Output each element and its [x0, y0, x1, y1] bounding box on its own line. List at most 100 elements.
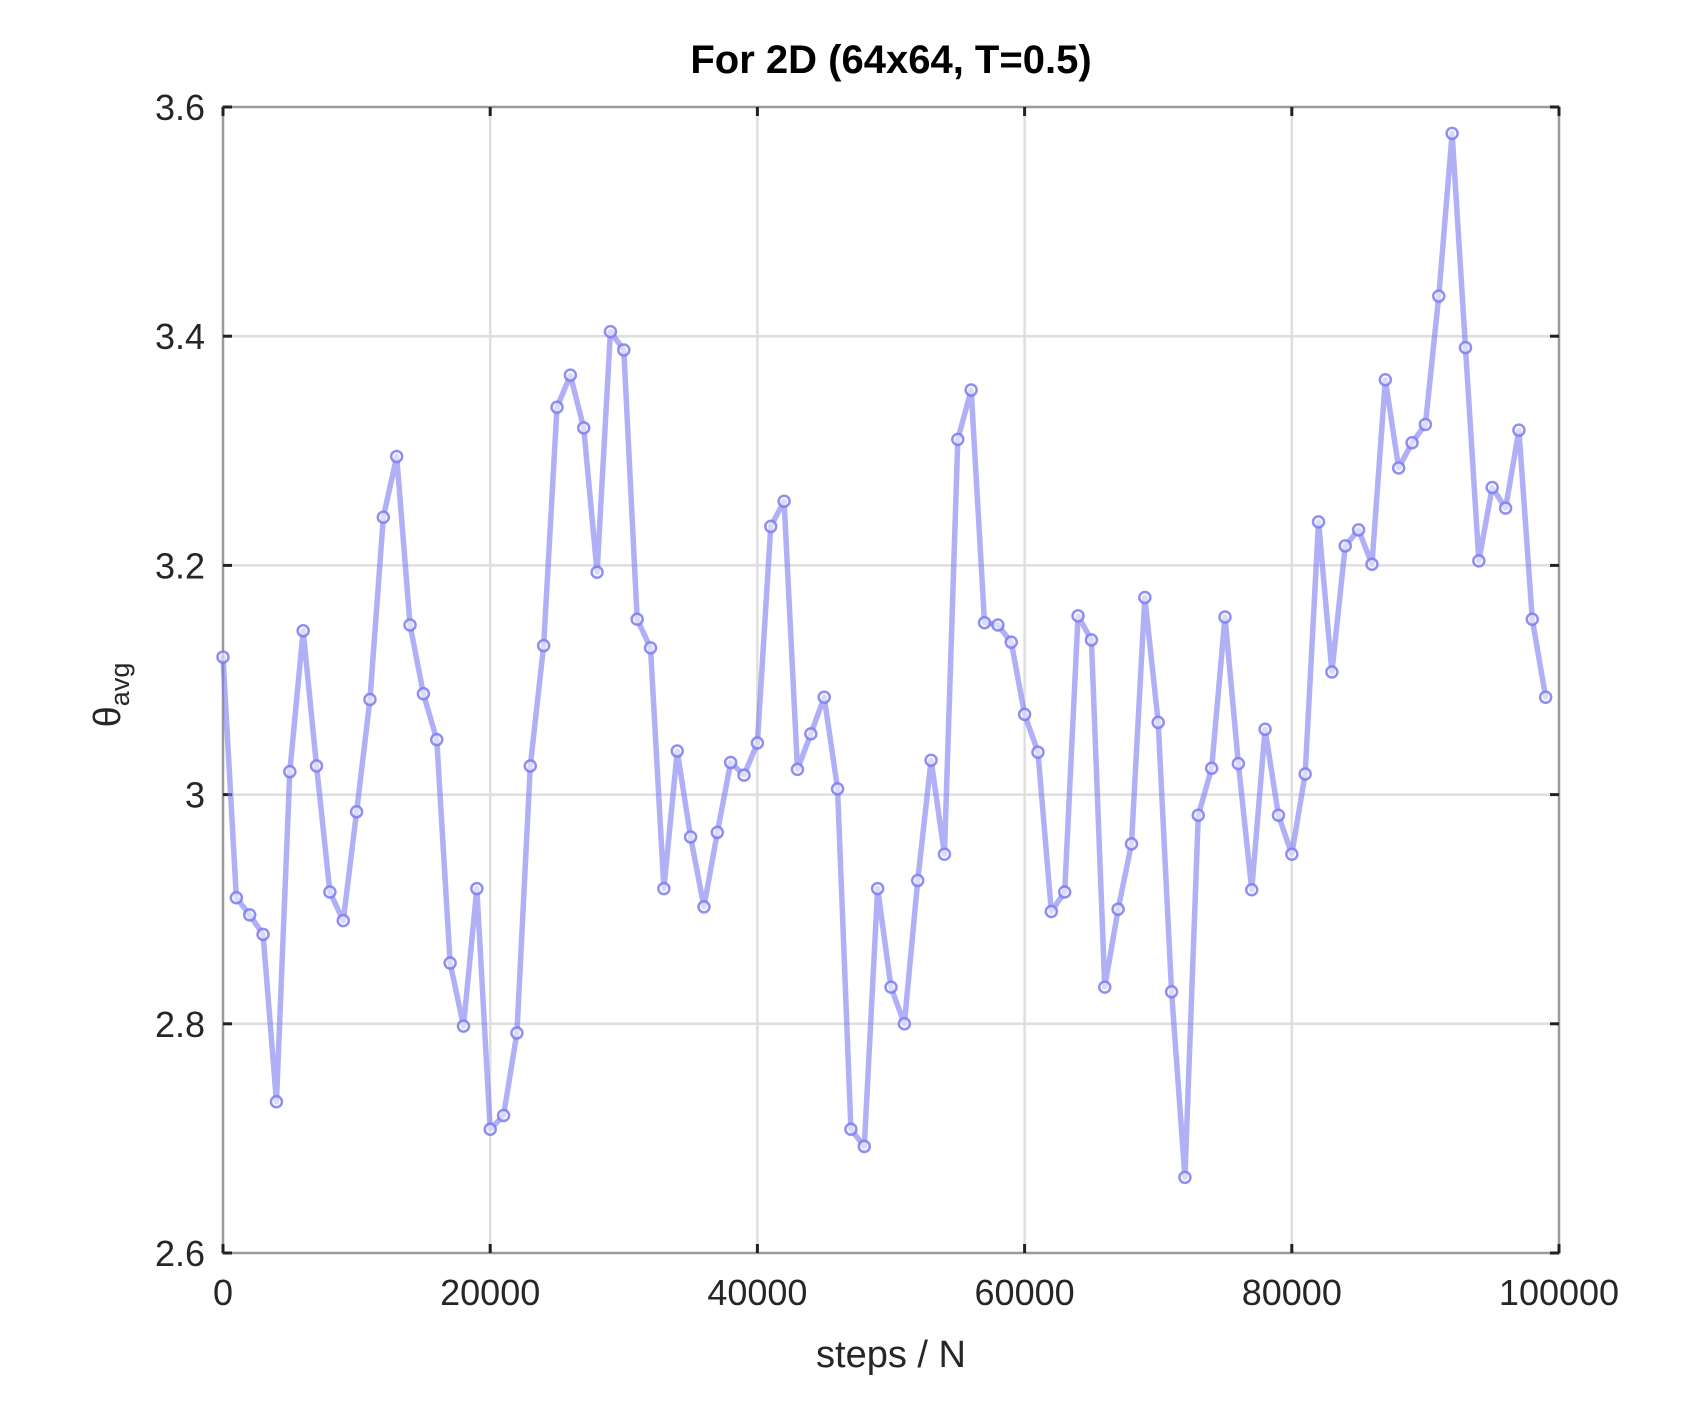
data-point: [1258, 722, 1272, 737]
data-point: [1538, 690, 1553, 704]
data-point: [790, 762, 805, 777]
data-point: [403, 618, 417, 632]
data-point: [283, 764, 297, 779]
data-point: [1512, 423, 1526, 437]
data-point: [910, 873, 925, 888]
data-point: [242, 908, 257, 922]
x-tick-label: 40000: [707, 1272, 807, 1313]
data-point: [937, 847, 952, 861]
data-point: [1378, 372, 1393, 387]
y-tick-labels: 2.6 2.8 3 3.2 3.4 3.6: [155, 87, 205, 1274]
data-point: [1218, 610, 1232, 624]
y-axis-label-subscript: avg: [105, 663, 135, 707]
y-tick-label: 3.4: [155, 316, 205, 357]
x-tick-label: 60000: [975, 1272, 1075, 1313]
data-point: [1351, 523, 1366, 537]
data-point: [857, 1139, 872, 1154]
chart-title: For 2D (64x64, T=0.5): [690, 38, 1091, 82]
x-tick-label: 0: [213, 1272, 233, 1313]
data-point: [1098, 980, 1112, 994]
data-point: [1084, 633, 1099, 647]
data-point: [1365, 557, 1379, 572]
data-point: [1271, 808, 1286, 822]
y-axis-label-base: θ: [87, 706, 129, 727]
data-point: [844, 1122, 858, 1136]
data-point: [1405, 436, 1419, 450]
data-point: [1151, 715, 1165, 730]
data-point: [1458, 340, 1473, 355]
data-point: [1525, 612, 1540, 627]
data-point: [269, 1094, 284, 1109]
data-point: [777, 494, 791, 508]
data-point: [456, 1019, 471, 1033]
data-point: [884, 980, 898, 994]
data-point: [1204, 761, 1219, 775]
data-point: [977, 615, 992, 630]
x-tick-label: 80000: [1242, 1272, 1342, 1313]
data-point: [336, 913, 350, 928]
data-point: [991, 618, 1005, 632]
data-point: [897, 1017, 912, 1031]
y-tick-label: 2.8: [155, 1004, 205, 1045]
data-point: [590, 565, 604, 580]
data-point: [643, 641, 658, 655]
data-point: [389, 449, 404, 464]
data-point: [430, 732, 444, 747]
x-tick-label: 100000: [1499, 1272, 1619, 1313]
data-point: [296, 623, 310, 638]
series-line: [220, 130, 1549, 1181]
data-point: [376, 510, 391, 525]
data-point: [323, 885, 337, 899]
data-point: [1285, 847, 1299, 861]
y-tick-label: 3.6: [155, 87, 205, 128]
data-point: [416, 687, 431, 701]
data-point: [630, 612, 644, 627]
data-point: [1338, 539, 1352, 553]
data-point: [510, 1026, 524, 1040]
y-tick-label: 2.6: [155, 1233, 205, 1274]
data-point: [1472, 554, 1486, 568]
data-point: [523, 759, 538, 773]
ticks: [221, 105, 1561, 1255]
data-point: [697, 900, 711, 914]
data-point: [1298, 767, 1312, 781]
data-point: [576, 421, 591, 435]
data-point: [750, 736, 765, 750]
data-point: [216, 650, 230, 664]
data-point: [723, 755, 738, 770]
data-point: [1017, 707, 1032, 722]
data-point: [964, 383, 978, 397]
data-point: [830, 782, 845, 796]
data-point: [764, 519, 778, 534]
data-point: [1231, 756, 1246, 771]
y-tick-label: 3.2: [155, 545, 205, 586]
data-point: [1445, 126, 1459, 141]
data-point: [1138, 590, 1152, 605]
data-point: [563, 368, 578, 382]
data-point: [1432, 289, 1446, 303]
data-point: [496, 1108, 511, 1123]
data-point: [683, 830, 698, 844]
data-point: [1031, 745, 1045, 759]
data-point: [443, 956, 457, 970]
data-point: [1044, 904, 1059, 919]
data-point: [1124, 837, 1139, 851]
data-point: [817, 690, 831, 704]
data-point: [1418, 417, 1433, 432]
data-point: [470, 881, 484, 896]
data-point: [1391, 461, 1406, 475]
data-point: [1057, 885, 1072, 899]
data-point: [603, 324, 618, 339]
data-point: [349, 805, 364, 819]
data-point: [1311, 515, 1326, 529]
grid: [223, 107, 1559, 1253]
x-axis-label: steps / N: [816, 1334, 966, 1376]
data-series: [216, 126, 1553, 1185]
data-point: [1178, 1170, 1192, 1185]
data-point: [1498, 501, 1513, 515]
y-axis-label: θavg: [87, 663, 135, 728]
data-point: [1004, 635, 1018, 649]
